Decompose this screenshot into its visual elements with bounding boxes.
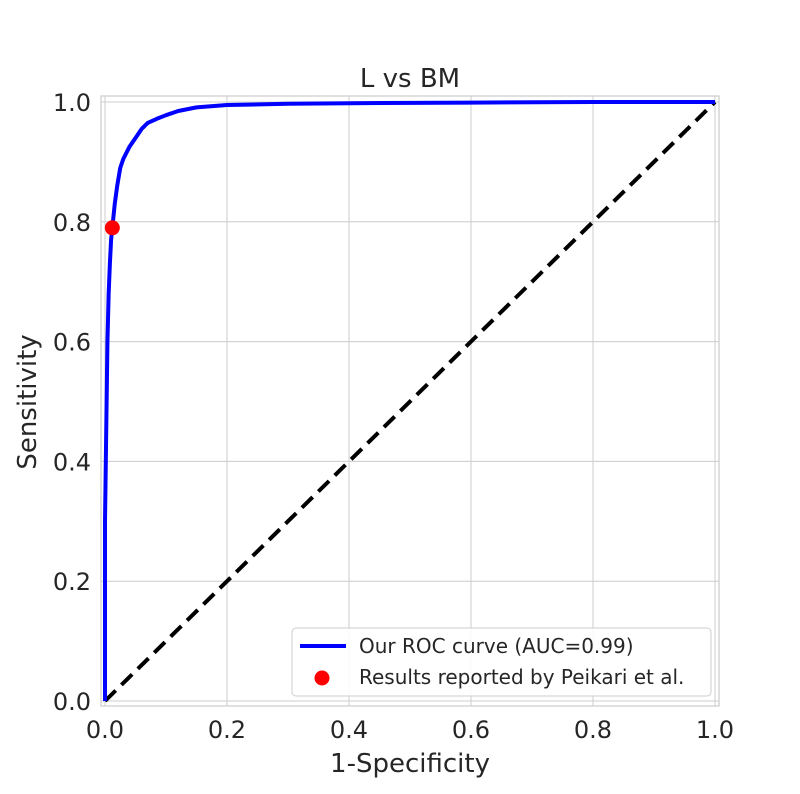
y-axis-label: Sensitivity	[13, 334, 43, 469]
x-tick-label: 0.2	[208, 716, 246, 744]
y-tick-label: 0.0	[53, 688, 91, 716]
y-tick-label: 0.2	[53, 568, 91, 596]
y-tick-label: 1.0	[53, 89, 91, 117]
legend-entry-peikari: Results reported by Peikari et al.	[359, 665, 684, 689]
chance-diagonal-line	[103, 100, 717, 703]
y-tick-label: 0.8	[53, 209, 91, 237]
peikari-result-point	[104, 220, 120, 236]
x-tick-label: 0.8	[574, 716, 612, 744]
grid	[101, 96, 719, 706]
x-tick-labels: 0.0 0.2 0.4 0.6 0.8 1.0	[86, 716, 734, 744]
roc-curve-line	[103, 100, 715, 701]
y-tick-label: 0.6	[53, 329, 91, 357]
y-tick-label: 0.4	[53, 448, 91, 476]
legend: Our ROC curve (AUC=0.99) Results reporte…	[291, 627, 712, 697]
chart-title: L vs BM	[360, 64, 460, 94]
x-axis-label: 1-Specificity	[330, 749, 490, 779]
x-tick-label: 1.0	[696, 716, 734, 744]
legend-box	[291, 627, 712, 697]
plot-frame	[100, 95, 720, 707]
y-tick-labels: 0.0 0.2 0.4 0.6 0.8 1.0	[53, 89, 91, 716]
x-tick-label: 0.4	[330, 716, 368, 744]
legend-entry-roc: Our ROC curve (AUC=0.99)	[359, 634, 634, 658]
legend-swatch-peikari	[314, 670, 330, 686]
x-tick-label: 0.0	[86, 716, 124, 744]
series-layer	[103, 100, 717, 703]
x-tick-label: 0.6	[452, 716, 490, 744]
